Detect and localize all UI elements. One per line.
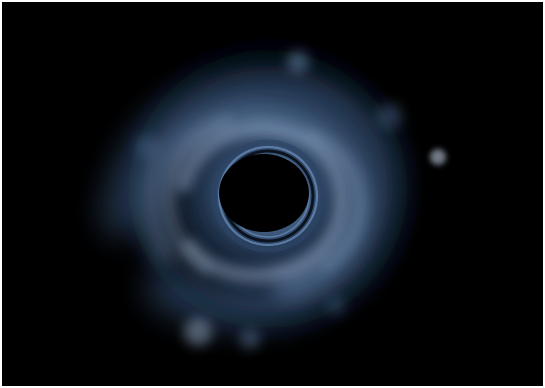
catheter-lumen (219, 154, 309, 232)
speckle-upper-right (377, 103, 403, 129)
speckle-left (135, 135, 159, 159)
swirl-highlight-left (164, 116, 233, 275)
lumen-ring-1 (218, 146, 318, 246)
swirl-highlight-right (305, 129, 365, 273)
speckle-group (135, 51, 446, 349)
speckle-right (430, 149, 446, 165)
speckle-bottom-right (327, 297, 345, 315)
swirl-band-1 (101, 71, 400, 330)
lumen-outer-ring (211, 139, 325, 253)
tissue-swirl-group (101, 71, 400, 330)
speckle-bottom-left (184, 318, 212, 346)
speckle-bottom (240, 329, 260, 349)
speckle-top (287, 51, 309, 73)
